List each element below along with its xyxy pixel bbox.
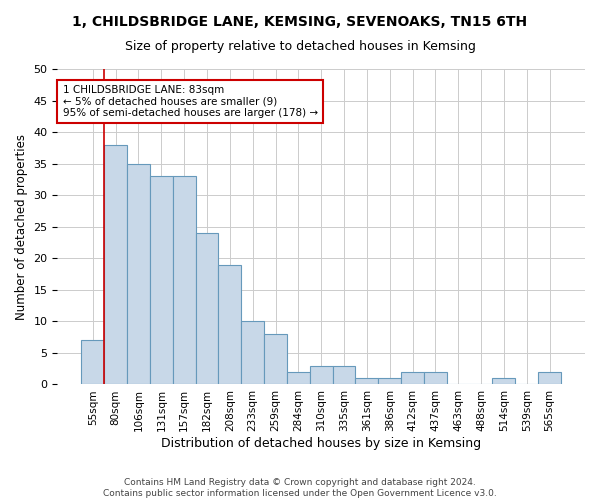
Y-axis label: Number of detached properties: Number of detached properties (15, 134, 28, 320)
Text: 1, CHILDSBRIDGE LANE, KEMSING, SEVENOAKS, TN15 6TH: 1, CHILDSBRIDGE LANE, KEMSING, SEVENOAKS… (73, 15, 527, 29)
Bar (104, 144, 127, 384)
Bar (379, 378, 401, 384)
Text: 1 CHILDSBRIDGE LANE: 83sqm
← 5% of detached houses are smaller (9)
95% of semi-d: 1 CHILDSBRIDGE LANE: 83sqm ← 5% of detac… (62, 85, 318, 118)
Bar (401, 372, 424, 384)
Bar (424, 372, 447, 384)
Bar (538, 372, 561, 384)
Bar (82, 340, 104, 384)
Bar (310, 366, 332, 384)
Bar (264, 334, 287, 384)
Bar (287, 372, 310, 384)
Bar (493, 378, 515, 384)
Text: Contains HM Land Registry data © Crown copyright and database right 2024.
Contai: Contains HM Land Registry data © Crown c… (103, 478, 497, 498)
Bar (196, 233, 218, 384)
Bar (355, 378, 379, 384)
Bar (241, 322, 264, 384)
Text: Size of property relative to detached houses in Kemsing: Size of property relative to detached ho… (125, 40, 475, 53)
Bar (218, 264, 241, 384)
Bar (332, 366, 355, 384)
Bar (173, 176, 196, 384)
Bar (150, 176, 173, 384)
X-axis label: Distribution of detached houses by size in Kemsing: Distribution of detached houses by size … (161, 437, 481, 450)
Bar (127, 164, 150, 384)
